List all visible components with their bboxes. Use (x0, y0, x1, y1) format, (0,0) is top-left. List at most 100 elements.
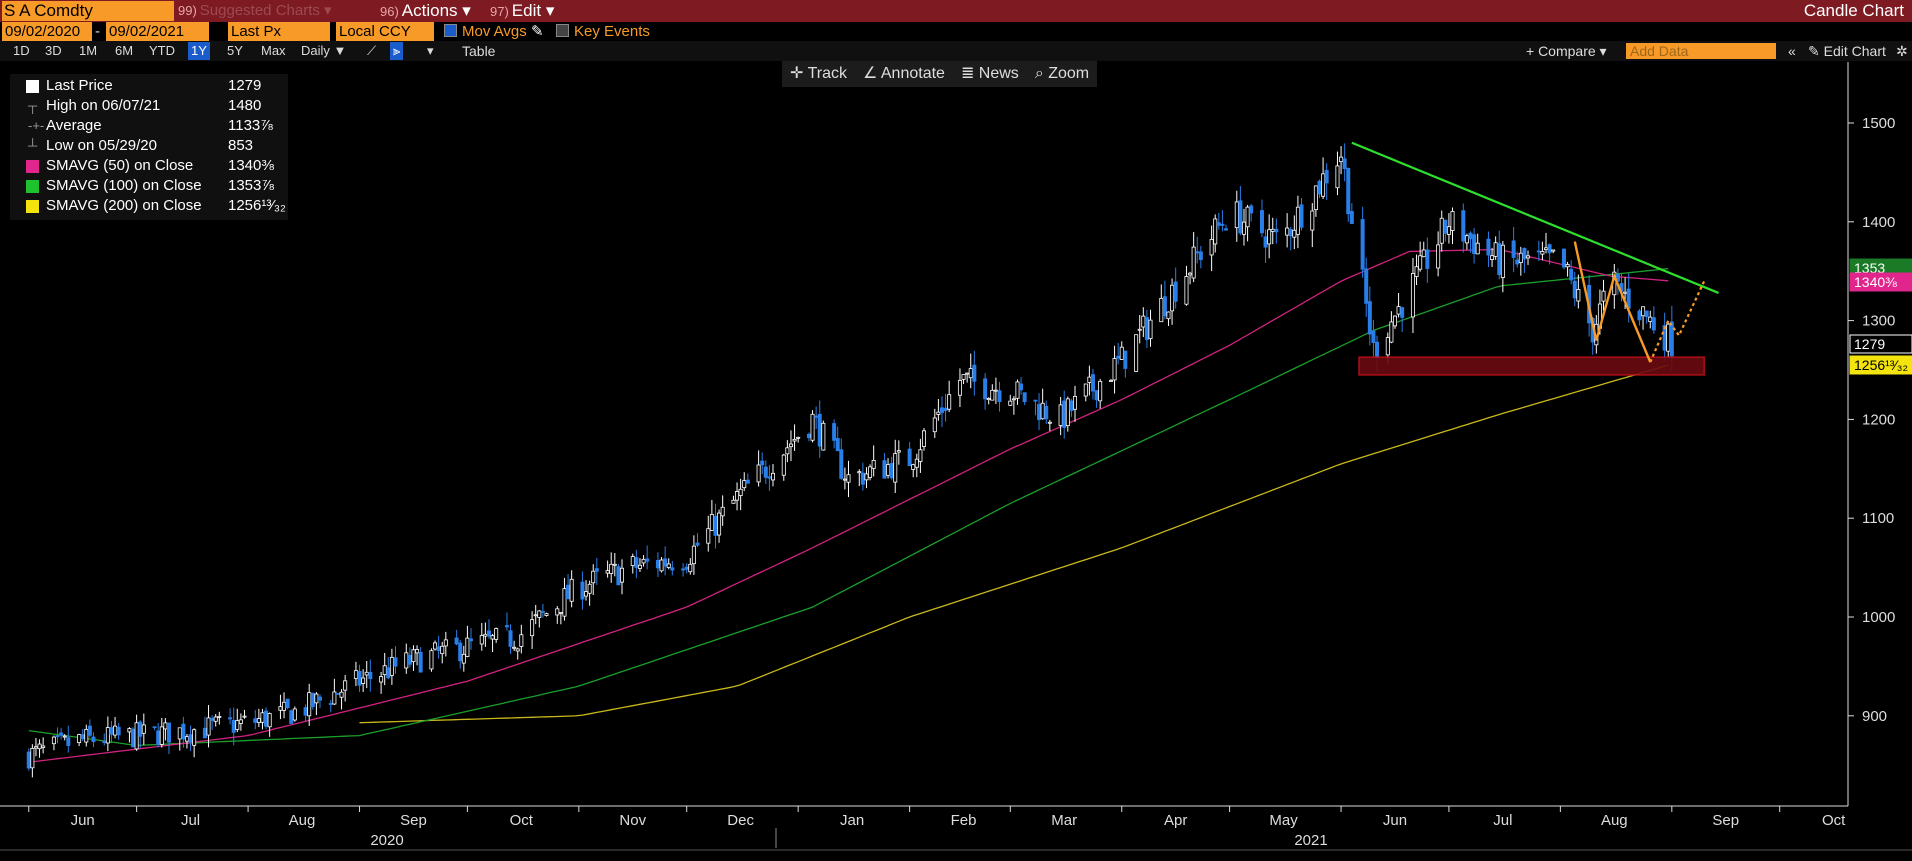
candle-body (278, 706, 283, 711)
period-1m[interactable]: 1M (79, 43, 98, 58)
y-tick-label: 1000 (1862, 609, 1895, 626)
candle-body (1299, 204, 1304, 228)
candle-body (1094, 390, 1099, 401)
actions-num: 96) (380, 4, 399, 19)
candle-body (580, 581, 585, 600)
high-marker-icon: ┬ (28, 98, 38, 113)
compare-button[interactable]: + Compare ▾ (1526, 43, 1607, 59)
last-price-swatch (26, 80, 39, 93)
candle-body (1213, 218, 1218, 245)
annotate-button[interactable]: ∠ Annotate (855, 61, 953, 87)
line-chart-icon[interactable]: ⟋ (367, 43, 377, 58)
end-date-field[interactable]: 09/02/2021 (106, 22, 209, 41)
candle-body (418, 652, 423, 673)
year-label: 2020 (370, 832, 403, 849)
candle-body (303, 707, 308, 716)
add-data-input[interactable]: Add Data (1626, 43, 1776, 59)
candle-body (806, 433, 811, 439)
candle-body (188, 734, 193, 743)
year-label: 2021 (1294, 832, 1327, 849)
candle-body (832, 423, 837, 441)
candle-body (637, 564, 642, 569)
candle-body (918, 449, 923, 462)
period-ytd[interactable]: YTD (149, 43, 175, 58)
candle-body (569, 578, 574, 602)
candle-body (1173, 281, 1178, 302)
candle-body (1047, 421, 1052, 424)
candle-body (134, 722, 139, 750)
zoom-button[interactable]: ⌕ Zoom (1027, 61, 1097, 87)
candle-body (770, 472, 775, 481)
candle-body (1062, 400, 1067, 428)
candle-body (968, 368, 973, 379)
candle-body (993, 389, 998, 392)
projected-pattern-path (1649, 280, 1706, 363)
candle-body (1385, 337, 1390, 356)
candle-body (1069, 400, 1074, 411)
x-tick-label: Jun (1383, 812, 1407, 829)
checkbox-checked-icon[interactable] (444, 24, 457, 37)
suggested-charts-menu[interactable]: 99) Suggested Charts ▾ (178, 2, 332, 19)
candle-body (87, 725, 92, 736)
candle-body (659, 559, 664, 572)
legend-value: 853 (228, 137, 254, 154)
candle-body (307, 692, 312, 717)
period-1y[interactable]: 1Y (188, 42, 210, 60)
candle-body (1587, 284, 1592, 324)
candle-body (735, 491, 740, 501)
period-6m[interactable]: 6M (115, 43, 134, 58)
candle-body (361, 677, 366, 684)
frequency-label: Daily (301, 43, 330, 58)
candle-body (1414, 266, 1419, 277)
track-button[interactable]: ✛ Track (782, 61, 855, 87)
period-max[interactable]: Max (261, 43, 286, 58)
edit-menu[interactable]: 97) Edit ▾ (490, 1, 555, 20)
price-field-select[interactable]: Last Px (228, 22, 330, 41)
candle-body (1375, 341, 1380, 358)
frequency-select[interactable]: Daily ▼ (301, 43, 347, 58)
candle-body (1292, 229, 1297, 238)
candle-body (566, 584, 571, 600)
candle-body (835, 438, 840, 452)
edit-chart-button[interactable]: ✎ Edit Chart (1808, 42, 1886, 60)
candle-body (1170, 284, 1175, 312)
chart-kind-label: Candle Chart (1803, 1, 1904, 20)
collapse-icon[interactable]: « (1788, 43, 1796, 59)
legend-label: SMAVG (100) on Close (46, 177, 202, 194)
candle-body (961, 374, 966, 380)
candle-body (1224, 228, 1229, 231)
table-button[interactable]: Table (462, 43, 496, 59)
candle-body (645, 558, 650, 562)
resistance-trendline (1351, 141, 1719, 294)
start-date-field[interactable]: 09/02/2020 (2, 22, 92, 41)
price-tag-label: 1256¹³⁄₃₂ (1854, 357, 1908, 373)
news-button[interactable]: ≣ News (953, 61, 1027, 87)
price-tag (1849, 258, 1912, 278)
candle-body (1209, 239, 1214, 256)
key-events-toggle[interactable]: Key Events (556, 22, 650, 41)
mov-avgs-toggle[interactable]: Mov Avgs ✎ (444, 22, 544, 41)
candle-body (1008, 400, 1013, 406)
candle-body (562, 588, 567, 617)
chevron-down-icon[interactable]: ▾ (427, 43, 434, 58)
candle-body (1317, 180, 1322, 195)
currency-select[interactable]: Local CCY (336, 22, 434, 41)
ticker-field[interactable]: S A Comdty (2, 1, 174, 21)
checkbox-unchecked-icon[interactable] (556, 24, 569, 37)
candle-icon[interactable]: ⫸ (390, 42, 404, 60)
period-5y[interactable]: 5Y (227, 43, 243, 58)
candle-body (379, 676, 384, 683)
period-1d[interactable]: 1D (13, 43, 30, 58)
candle-body (206, 717, 211, 736)
suggested-num: 99) (178, 3, 197, 18)
gear-icon[interactable]: ✲ (1896, 43, 1908, 59)
candle-body (713, 515, 718, 536)
pencil-icon[interactable]: ✎ (530, 23, 544, 40)
period-3d[interactable]: 3D (45, 43, 62, 58)
candle-body (1108, 380, 1113, 382)
candle-body (932, 417, 937, 433)
candle-body (742, 480, 747, 489)
candle-body (1526, 255, 1531, 259)
candle-body (738, 488, 743, 496)
actions-menu[interactable]: 96) Actions ▾ (380, 1, 471, 20)
